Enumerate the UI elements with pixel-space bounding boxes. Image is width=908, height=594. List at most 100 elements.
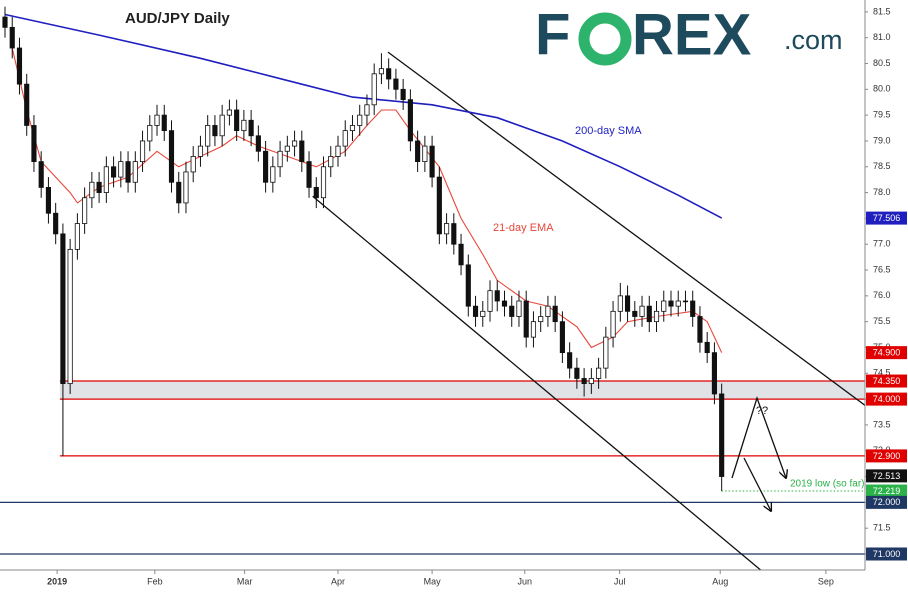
candle-body — [212, 125, 218, 137]
logo-suffix: .com — [784, 25, 843, 55]
price-box — [866, 374, 907, 388]
candle-body — [501, 300, 508, 307]
price-label: 77.506 — [873, 213, 901, 223]
candle-body — [147, 125, 153, 142]
x-tick-label: Apr — [331, 576, 345, 586]
price-box — [866, 484, 907, 498]
candle-body — [697, 316, 703, 343]
candle-body — [349, 125, 356, 132]
candle-body — [538, 316, 544, 323]
price-label: 74.350 — [873, 376, 901, 386]
candle-body — [197, 145, 204, 157]
candle-body — [2, 16, 8, 28]
candle-body — [400, 88, 406, 101]
y-tick-label: 75.5 — [873, 316, 891, 326]
series-label: 200-day SMA — [575, 125, 642, 137]
candle-body — [241, 119, 247, 132]
candle-body — [328, 156, 334, 168]
candle-body — [523, 300, 529, 338]
candle-body — [176, 181, 182, 204]
logo-icon — [578, 12, 632, 66]
candle-body — [183, 171, 189, 204]
candle-body — [711, 352, 717, 395]
candle-body — [487, 290, 493, 312]
candle-body — [559, 321, 565, 354]
candle-body — [378, 68, 384, 75]
candle-body — [263, 150, 269, 183]
channel-line — [312, 195, 762, 570]
candle-body — [284, 145, 290, 152]
price-box — [866, 346, 907, 360]
candle-body — [610, 310, 616, 338]
price-label: 74.000 — [873, 394, 901, 404]
candle-body — [393, 78, 399, 90]
candle-body — [125, 161, 131, 183]
candle-body — [53, 212, 59, 235]
candle-body — [299, 140, 305, 163]
price-label: 72.513 — [873, 471, 901, 481]
x-tick-label: May — [424, 576, 442, 586]
candle-body — [494, 290, 500, 302]
candle-body — [96, 181, 102, 193]
scenario-arrows: ?? — [731, 395, 786, 511]
candle-body — [386, 68, 392, 80]
y-tick-label: 74.5 — [873, 368, 891, 378]
arrow — [743, 457, 771, 511]
candle-body — [458, 243, 464, 266]
candle-body — [205, 125, 211, 147]
candle-body — [668, 300, 674, 307]
candle-body — [291, 140, 298, 147]
x-tick-label: Jun — [518, 576, 533, 586]
candle-body — [9, 26, 15, 49]
x-tick-label: Jul — [614, 576, 626, 586]
candle-body — [118, 161, 124, 178]
candle-body — [661, 300, 667, 312]
y-tick-label: 79.0 — [873, 135, 891, 145]
candle-body — [682, 300, 689, 303]
y-tick-label: 80.5 — [873, 58, 891, 68]
candle-body — [646, 305, 652, 323]
candle-body — [38, 161, 44, 188]
annotation: 2019 low (so far) — [790, 479, 864, 490]
candle-body — [16, 47, 23, 85]
candle-body — [480, 310, 486, 317]
candle-body — [31, 125, 37, 163]
candle-body — [168, 130, 175, 183]
candle-body — [306, 161, 312, 188]
candle-body — [74, 223, 80, 250]
x-tick-label: Feb — [147, 576, 163, 586]
candle-body — [574, 367, 580, 379]
price-label: 72.219 — [873, 486, 901, 496]
candle-body — [516, 300, 522, 317]
y-tick-label: 78.5 — [873, 161, 891, 171]
y-tick-label: 79.5 — [873, 110, 891, 120]
candle-body — [530, 321, 537, 338]
candle-body — [132, 161, 138, 183]
candle-body — [89, 181, 95, 199]
candle-body — [422, 145, 428, 163]
candle-body — [407, 99, 413, 142]
candle-body — [552, 305, 558, 323]
candle-body — [255, 135, 261, 152]
candle-body — [313, 187, 319, 199]
candle-body — [415, 140, 421, 163]
candle-body — [472, 305, 479, 317]
candle-body — [444, 223, 450, 235]
series-label: 21-day EMA — [493, 222, 554, 234]
price-box — [866, 211, 907, 225]
candle-body — [545, 305, 551, 317]
chart-title: AUD/JPY Daily — [125, 10, 230, 27]
y-tick-label: 81.5 — [873, 6, 891, 16]
y-tick-label: 78.0 — [873, 187, 891, 197]
candle-body — [596, 367, 602, 379]
x-tick-label: Mar — [237, 576, 253, 586]
candle-body — [335, 145, 341, 157]
candle-body — [653, 310, 660, 323]
logo-text: F — [535, 2, 570, 67]
candle-body — [234, 109, 240, 132]
candle-body — [451, 223, 457, 245]
candle-body — [617, 295, 623, 312]
candle-body — [320, 166, 327, 199]
candle-body — [248, 119, 254, 137]
